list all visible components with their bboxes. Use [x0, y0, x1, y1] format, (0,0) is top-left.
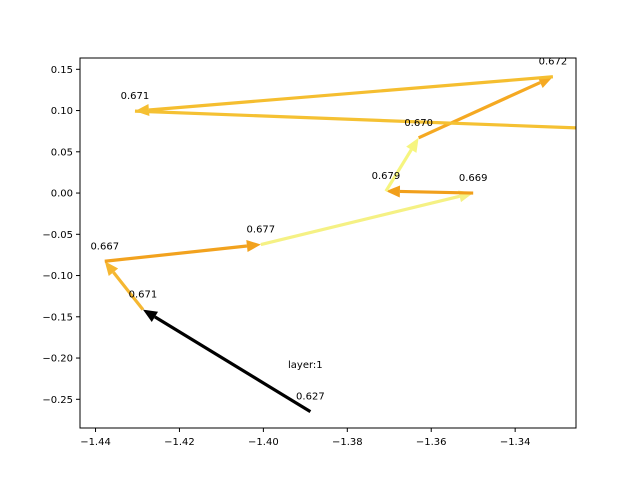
y-tick-label: 0.10	[51, 106, 73, 117]
y-tick-label: −0.10	[42, 271, 73, 282]
point-label: 0.679	[372, 171, 401, 182]
arrows-layer	[104, 75, 577, 414]
x-tick-label: −1.44	[80, 437, 111, 448]
arrow-shaft	[104, 244, 248, 263]
point-label: 0.669	[459, 173, 488, 184]
y-axis: 0.15 0.10 0.05 0.00 −0.05 −0.10 −0.15 −0.20 −0.2…	[42, 65, 80, 406]
point-label: 0.672	[539, 57, 568, 68]
point-label: 0.667	[90, 241, 119, 252]
segment-arrow	[104, 240, 261, 263]
point-label: 0.627	[296, 392, 325, 403]
arrow-head	[385, 185, 401, 198]
x-tick-label: −1.40	[248, 437, 279, 448]
x-axis: −1.44 −1.42 −1.40 −1.38 −1.36 −1.34	[80, 428, 530, 448]
point-label: 0.671	[129, 290, 158, 301]
segment-arrow	[104, 261, 145, 311]
y-tick-label: 0.15	[51, 65, 73, 76]
labels-layer: 0.627 0.671 0.667 0.677 0.669 0.679 0.670 0.672…	[90, 57, 567, 403]
plot-frame	[79, 57, 577, 429]
y-tick-label: −0.25	[42, 395, 73, 406]
segment-arrow	[384, 137, 419, 192]
point-label: 0.670	[404, 118, 433, 129]
y-tick-label: 0.00	[51, 189, 73, 200]
y-tick-label: −0.20	[42, 354, 73, 365]
arrow-head	[246, 240, 261, 252]
arrow-shaft	[148, 75, 554, 112]
arrow-head	[406, 137, 419, 153]
y-tick-label: 0.05	[51, 147, 73, 158]
x-tick-label: −1.36	[416, 437, 447, 448]
arrow-shaft	[417, 81, 541, 140]
x-tick-label: −1.34	[500, 437, 531, 448]
y-tick-label: −0.05	[42, 230, 73, 241]
layer-annotation: layer:1	[288, 360, 323, 371]
point-label: 0.677	[247, 225, 276, 236]
arrow-shaft	[112, 271, 145, 311]
arrow-shaft	[384, 148, 413, 192]
segment-arrow	[385, 185, 474, 198]
arrow-shaft	[260, 194, 460, 247]
arrow-shaft	[154, 315, 312, 414]
x-tick-label: −1.38	[332, 437, 363, 448]
arrow-shaft	[399, 189, 474, 195]
segment-arrow	[417, 76, 553, 140]
point-label: 0.671	[121, 91, 150, 102]
segment-arrow	[134, 109, 577, 130]
y-tick-label: −0.15	[42, 312, 73, 323]
arrow-shaft	[134, 109, 577, 130]
segment-arrow	[142, 309, 312, 414]
arrow-head	[537, 76, 553, 88]
arrow-head	[142, 309, 159, 323]
x-tick-label: −1.42	[164, 437, 195, 448]
arrow-head	[104, 261, 119, 276]
